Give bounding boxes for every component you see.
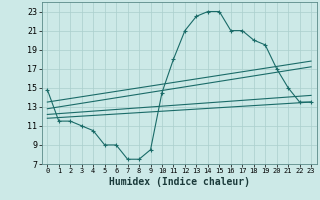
X-axis label: Humidex (Indice chaleur): Humidex (Indice chaleur) xyxy=(109,177,250,187)
